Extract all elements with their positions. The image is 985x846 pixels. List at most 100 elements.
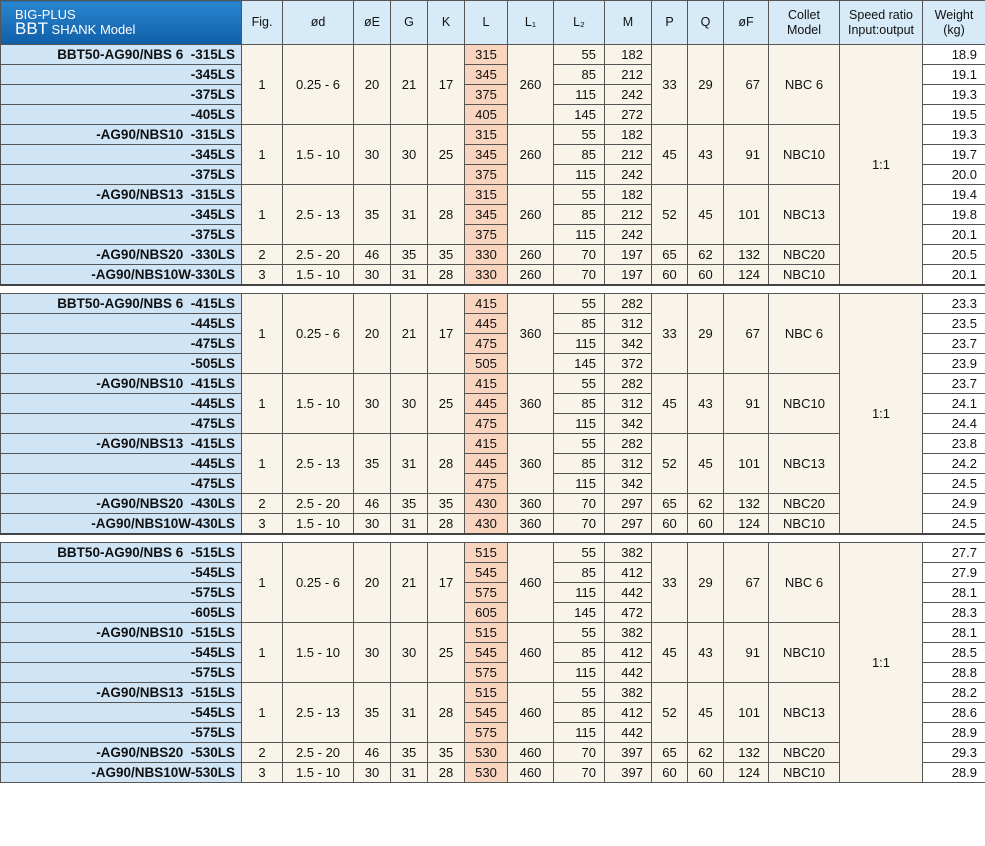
header-text: K bbox=[441, 15, 451, 29]
l-cell: 415 bbox=[464, 433, 508, 454]
l1-cell: 460 bbox=[507, 542, 554, 623]
model-cell: -405LS bbox=[0, 104, 242, 125]
p-cell: 65 bbox=[651, 742, 688, 763]
column-header: M bbox=[604, 0, 652, 45]
header-text: Collet bbox=[788, 7, 820, 22]
p-cell: 52 bbox=[651, 682, 688, 743]
data-row: -AG90/NBS10W-530LS 3 1.5 - 10 30 31 28 530 460 7… bbox=[0, 762, 985, 783]
l2-cell: 55 bbox=[553, 682, 605, 703]
q-cell: 45 bbox=[687, 682, 724, 743]
od-cell: 2.5 - 20 bbox=[282, 742, 354, 763]
weight-cell: 20.1 bbox=[922, 264, 985, 286]
m-cell: 442 bbox=[604, 722, 652, 743]
collet-cell: NBC10 bbox=[768, 264, 840, 286]
title-cell: BIG-PLUS BBT SHANK Model bbox=[0, 0, 242, 45]
data-row: -AG90/NBS10 -415LS 1 1.5 - 10 30 30 25 415 360 5… bbox=[0, 373, 985, 434]
column-header: L₂ bbox=[553, 0, 605, 45]
model-cell: -AG90/NBS10 -415LS bbox=[0, 373, 242, 394]
collet-cell: NBC20 bbox=[768, 244, 840, 265]
m-cell: 412 bbox=[604, 702, 652, 723]
fig-cell: 2 bbox=[241, 493, 283, 514]
l-cell: 375 bbox=[464, 84, 508, 105]
q-cell: 60 bbox=[687, 264, 724, 286]
fig-cell: 1 bbox=[241, 433, 283, 494]
m-cell: 312 bbox=[604, 393, 652, 414]
column-header: G bbox=[390, 0, 428, 45]
model-cell: -AG90/NBS13 -315LS bbox=[0, 184, 242, 205]
l2-cell: 85 bbox=[553, 144, 605, 165]
od-cell: 2.5 - 13 bbox=[282, 682, 354, 743]
l-cell: 315 bbox=[464, 44, 508, 65]
of-cell: 101 bbox=[723, 184, 769, 245]
l-cell: 545 bbox=[464, 642, 508, 663]
l-cell: 530 bbox=[464, 762, 508, 783]
q-cell: 45 bbox=[687, 433, 724, 494]
m-cell: 212 bbox=[604, 64, 652, 85]
fig-cell: 1 bbox=[241, 124, 283, 185]
model-cell: -575LS bbox=[0, 662, 242, 683]
p-cell: 65 bbox=[651, 244, 688, 265]
l2-cell: 115 bbox=[553, 662, 605, 683]
od-cell: 1.5 - 10 bbox=[282, 373, 354, 434]
collet-cell: NBC13 bbox=[768, 184, 840, 245]
l2-cell: 85 bbox=[553, 702, 605, 723]
model-cell: -AG90/NBS20 -330LS bbox=[0, 244, 242, 265]
l-cell: 530 bbox=[464, 742, 508, 763]
model-cell: -445LS bbox=[0, 453, 242, 474]
weight-cell: 23.9 bbox=[922, 353, 985, 374]
l1-cell: 460 bbox=[507, 742, 554, 763]
p-cell: 33 bbox=[651, 44, 688, 125]
of-cell: 101 bbox=[723, 433, 769, 494]
od-cell: 2.5 - 13 bbox=[282, 433, 354, 494]
section-separator bbox=[0, 533, 985, 543]
fig-cell: 1 bbox=[241, 682, 283, 743]
of-cell: 132 bbox=[723, 742, 769, 763]
k-cell: 25 bbox=[427, 622, 465, 683]
header-row: BIG-PLUS BBT SHANK Model Fig. ød øE G K L L₁ L₂ M… bbox=[0, 0, 985, 45]
fig-cell: 2 bbox=[241, 742, 283, 763]
model-cell: -AG90/NBS10 -515LS bbox=[0, 622, 242, 643]
model-cell: -545LS bbox=[0, 702, 242, 723]
oe-cell: 46 bbox=[353, 244, 391, 265]
of-cell: 132 bbox=[723, 244, 769, 265]
q-cell: 29 bbox=[687, 44, 724, 125]
l-cell: 415 bbox=[464, 293, 508, 314]
weight-cell: 23.7 bbox=[922, 333, 985, 354]
od-cell: 0.25 - 6 bbox=[282, 293, 354, 374]
spec-table: BIG-PLUS BBT SHANK Model Fig. ød øE G K L L₁ L₂ M… bbox=[0, 0, 985, 783]
q-cell: 43 bbox=[687, 124, 724, 185]
header-text: G bbox=[404, 15, 414, 29]
l-cell: 545 bbox=[464, 702, 508, 723]
l-cell: 375 bbox=[464, 224, 508, 245]
column-header: ød bbox=[282, 0, 354, 45]
m-cell: 282 bbox=[604, 293, 652, 314]
header-text: L₂ bbox=[573, 15, 585, 29]
weight-cell: 23.7 bbox=[922, 373, 985, 394]
data-row: -AG90/NBS20 -530LS 2 2.5 - 20 46 35 35 530 460 7… bbox=[0, 742, 985, 763]
m-cell: 382 bbox=[604, 622, 652, 643]
m-cell: 372 bbox=[604, 353, 652, 374]
weight-cell: 19.3 bbox=[922, 84, 985, 105]
model-cell: -475LS bbox=[0, 333, 242, 354]
k-cell: 17 bbox=[427, 542, 465, 623]
collet-cell: NBC10 bbox=[768, 622, 840, 683]
weight-cell: 27.7 bbox=[922, 542, 985, 563]
data-row: -375LS 375 115 242 20.1 bbox=[0, 224, 985, 245]
model-cell: -575LS bbox=[0, 722, 242, 743]
of-cell: 67 bbox=[723, 293, 769, 374]
column-header: Collet Model bbox=[768, 0, 840, 45]
weight-cell: 20.0 bbox=[922, 164, 985, 185]
column-header: øF bbox=[723, 0, 769, 45]
l-cell: 515 bbox=[464, 682, 508, 703]
oe-cell: 30 bbox=[353, 622, 391, 683]
data-row: -AG90/NBS10 -315LS 1 1.5 - 10 30 30 25 315 260 5… bbox=[0, 124, 985, 185]
column-header: L bbox=[464, 0, 508, 45]
header-text: Speed ratio bbox=[849, 7, 913, 22]
oe-cell: 20 bbox=[353, 542, 391, 623]
l-cell: 405 bbox=[464, 104, 508, 125]
data-row: -445LS 445 85 312 24.1 bbox=[0, 393, 985, 414]
m-cell: 297 bbox=[604, 493, 652, 514]
title-line: BIG-PLUS bbox=[15, 7, 76, 22]
g-cell: 30 bbox=[390, 124, 428, 185]
q-cell: 62 bbox=[687, 244, 724, 265]
